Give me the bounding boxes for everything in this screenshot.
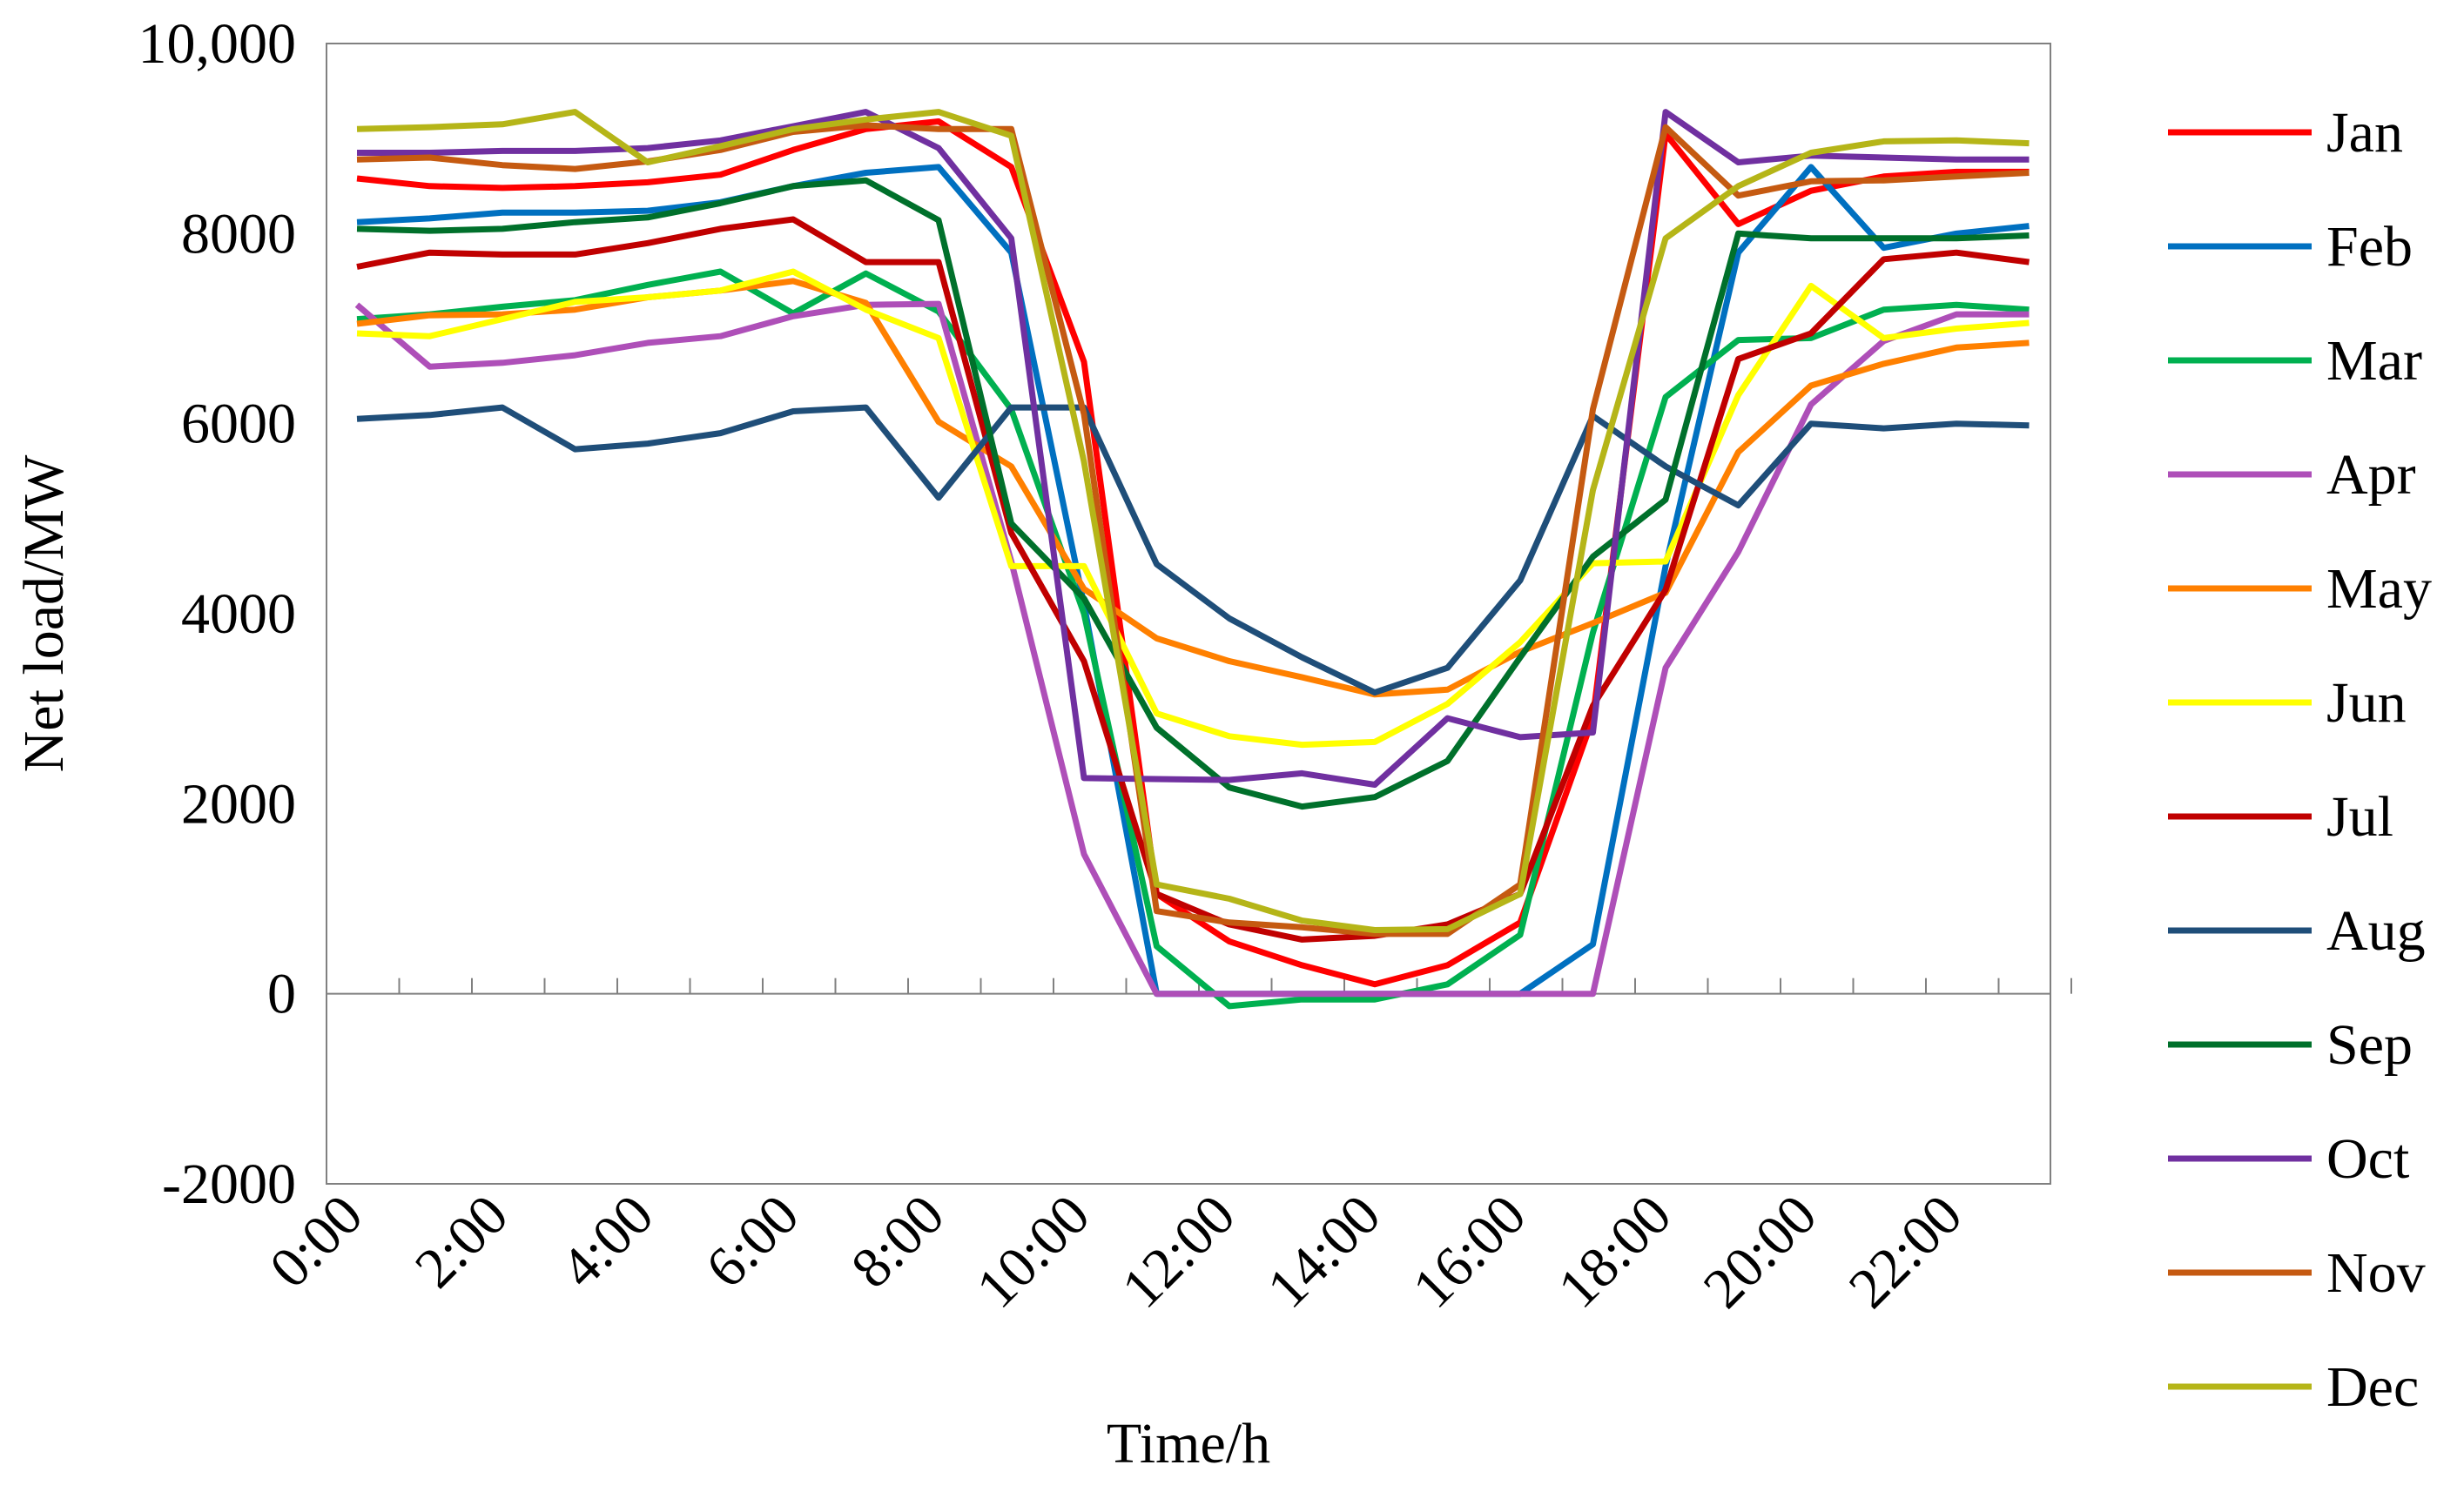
series-line-mar (356, 268, 2030, 1010)
series-line-jul (356, 216, 2030, 943)
x-tick-label: 10:00 (965, 1183, 1102, 1320)
series-line-dec (356, 109, 2030, 933)
x-tick-label: 4:00 (549, 1183, 666, 1300)
y-tick-label: 2000 (181, 772, 296, 836)
y-tick-label: 10,000 (138, 12, 297, 76)
legend-label-oct: Oct (2326, 1127, 2409, 1191)
series-line-jun (356, 268, 2030, 749)
x-tick-label: 18:00 (1546, 1183, 1684, 1320)
legend-label-jun: Jun (2326, 671, 2407, 735)
x-tick-label: 8:00 (839, 1183, 957, 1300)
series-lines (354, 109, 2030, 1010)
y-axis-tick-labels: -2000 0 2000 4000 6000 8000 10,000 (138, 12, 297, 1216)
legend-label-sep: Sep (2326, 1013, 2413, 1077)
legend-label-may: May (2326, 557, 2432, 621)
y-tick-label: -2000 (162, 1152, 296, 1216)
series-line-sep (356, 177, 2030, 810)
y-tick-label: 0 (267, 963, 296, 1026)
x-tick-label: 2:00 (403, 1183, 521, 1300)
series-line-aug (356, 404, 2030, 696)
x-tick-label: 22:00 (1837, 1183, 1975, 1320)
legend-label-mar: Mar (2326, 329, 2422, 393)
y-tick-label: 8000 (181, 202, 296, 265)
x-tick-label: 6:00 (694, 1183, 811, 1300)
legend-label-dec: Dec (2326, 1355, 2419, 1419)
x-tick-label: 20:00 (1692, 1183, 1829, 1320)
y-tick-label: 4000 (181, 582, 296, 646)
legend-label-jan: Jan (2326, 101, 2403, 165)
legend-label-jul: Jul (2326, 785, 2393, 849)
x-tick-label: 12:00 (1110, 1183, 1248, 1320)
y-axis-title: Net load/MW (12, 454, 76, 772)
legend-label-apr: Apr (2326, 443, 2416, 507)
legend: Jan Feb Mar Apr May Jun Jul Aug Sep Oct Nov Dec (2168, 101, 2432, 1419)
x-tick-label: 14:00 (1256, 1183, 1393, 1320)
legend-label-nov: Nov (2326, 1241, 2426, 1305)
legend-label-feb: Feb (2326, 215, 2413, 279)
x-tick-label: 16:00 (1401, 1183, 1538, 1320)
series-line-apr (354, 300, 2030, 998)
series-line-nov (356, 122, 2030, 937)
y-tick-label: 6000 (181, 393, 296, 456)
series-line-oct (357, 109, 2030, 788)
legend-label-aug: Aug (2326, 899, 2426, 963)
x-axis-title: Time/h (1107, 1412, 1270, 1475)
x-axis-tick-labels: 0:00 2:00 4:00 6:00 8:00 10:00 12:00 14:00 16:00… (258, 1183, 1975, 1320)
